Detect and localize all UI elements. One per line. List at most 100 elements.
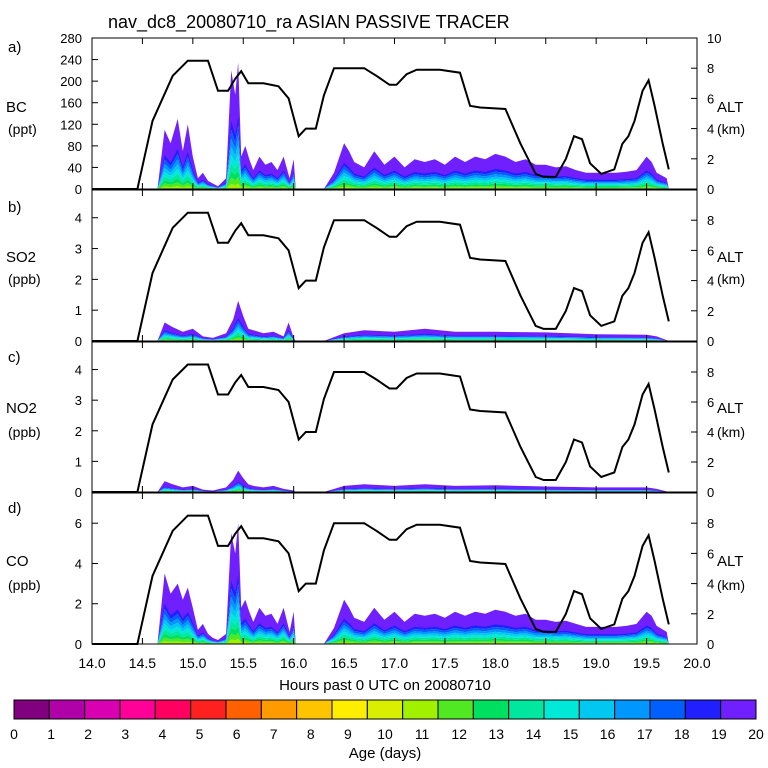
unit-label: (ppb)	[8, 271, 41, 287]
alt-tick-label: 10	[707, 31, 721, 46]
x-tick-label: 20.0	[683, 655, 710, 671]
age-band-17	[157, 135, 669, 189]
colorbar-tick-label: 10	[377, 726, 393, 742]
colorbar-swatch	[578, 699, 616, 720]
y-tick-label: 2	[75, 424, 82, 439]
age-band-15	[157, 609, 669, 644]
age-band-15	[157, 153, 669, 189]
alt-tick-label: 6	[707, 91, 714, 106]
alt-tick-label: 2	[707, 152, 714, 167]
y-tick-label: 2	[75, 272, 82, 287]
alt-tick-label: 2	[707, 304, 714, 319]
alt-tick-label: 6	[707, 243, 714, 258]
colorbar-swatch	[720, 699, 757, 720]
y-tick-label: 1	[75, 303, 82, 318]
x-axis-label: Hours past 0 UTC on 20080710	[279, 677, 491, 694]
alt-tick-label: 4	[707, 274, 714, 289]
unit-label: (ppb)	[8, 424, 41, 440]
colorbar-swatch	[684, 699, 722, 720]
alt-tick-label: 2	[707, 455, 714, 470]
panel-frame	[91, 189, 698, 342]
age-band-18	[157, 126, 669, 189]
alt-tick-label: 4	[707, 577, 714, 592]
alt-tick-label: 2	[707, 607, 714, 622]
age-band-16	[157, 601, 669, 644]
colorbar-swatch	[331, 699, 368, 720]
colorbar-tick-label: 15	[563, 726, 579, 742]
x-tick-label: 15.0	[179, 655, 206, 671]
y-tick-label: 3	[75, 393, 82, 408]
colorbar-tick-label: 13	[489, 726, 505, 742]
age-band-16	[157, 144, 669, 189]
colorbar-swatch	[13, 699, 50, 720]
alt-tick-label: 0	[707, 637, 714, 652]
colorbar-label: Age (days)	[349, 745, 422, 762]
alt-tick-label: 8	[707, 516, 714, 531]
alt-label: ALT	[717, 249, 743, 266]
y-tick-label: 40	[68, 160, 82, 175]
age-band-20	[157, 523, 669, 644]
panel-no2: 0 1 2 3 4 0 2 4 6 8 c) NO2 (ppb) ALT (km)	[6, 341, 745, 500]
colorbar-swatch	[437, 699, 474, 720]
y-tick-label: 4	[75, 556, 82, 571]
colorbar-swatch	[614, 699, 651, 720]
colorbar-tick-label: 7	[270, 726, 278, 742]
alt-unit-label: (km)	[717, 271, 745, 287]
age-band-13	[157, 489, 669, 492]
altitude-line	[92, 514, 670, 645]
y-tick-label: 120	[60, 117, 82, 132]
colorbar-swatch	[260, 699, 298, 720]
y-tick-label: 80	[68, 139, 82, 154]
age-band-14	[157, 332, 669, 341]
colorbar-tick-label: 5	[196, 726, 204, 742]
colorbar-swatch	[48, 699, 86, 720]
alt-tick-label: 0	[707, 485, 714, 500]
x-tick-labels: 14.0 14.5 15.0 15.5 16.0 16.5 17.0 17.5 18.0 18.5…	[78, 655, 710, 671]
species-label: NO2	[6, 400, 37, 417]
altitude-line	[92, 363, 670, 493]
alt-tick-label: 4	[707, 122, 714, 137]
colorbar-tick-label: 0	[10, 726, 18, 742]
alt-tick-label: 0	[707, 334, 714, 349]
y-tick-label: 0	[75, 182, 82, 197]
unit-label: (ppt)	[8, 121, 37, 137]
age-band-20	[157, 470, 669, 492]
colorbar-tick-label: 4	[159, 726, 167, 742]
age-band-17	[157, 592, 669, 644]
colorbar-swatch	[119, 699, 156, 720]
age-band-14	[157, 161, 669, 189]
colorbar-swatch	[84, 699, 121, 720]
alt-label: ALT	[717, 99, 743, 116]
y-tick-label: 4	[75, 211, 82, 226]
species-label: CO	[6, 553, 29, 570]
panel-letter: c)	[8, 349, 21, 366]
age-band-14	[157, 488, 669, 492]
x-tick-label: 18.5	[532, 655, 559, 671]
age-colorbar: 0 1 2 3 4 5 6 7 8 9 10 11 12 13 14 15 16 17 18 19 20	[10, 699, 764, 742]
alt-tick-label: 6	[707, 395, 714, 410]
chart-title: nav_dc8_20080710_ra ASIAN PASSIVE TRACER	[108, 12, 510, 33]
alt-unit-label: (km)	[717, 577, 745, 593]
age-band-13	[157, 334, 669, 341]
age-band-15	[157, 486, 669, 492]
y-tick-label: 2	[75, 597, 82, 612]
age-band-17	[157, 484, 669, 492]
colorbar-swatch	[402, 699, 439, 720]
colorbar-tick-label: 19	[711, 726, 727, 742]
colorbar-tick-label: 9	[344, 726, 352, 742]
colorbar-tick-label: 1	[47, 726, 55, 742]
alt-tick-label: 0	[707, 182, 714, 197]
x-tick-label: 17.0	[381, 655, 408, 671]
panel-letter: a)	[8, 39, 21, 56]
y-tick-label: 1	[75, 454, 82, 469]
alt-tick-label: 8	[707, 365, 714, 380]
y-tick-label: 6	[75, 516, 82, 531]
x-tick-label: 19.5	[633, 655, 660, 671]
colorbar-tick-label: 14	[526, 726, 542, 742]
colorbar-swatch	[225, 699, 262, 720]
age-band-13	[157, 625, 669, 644]
colorbar-tick-label: 8	[307, 726, 315, 742]
colorbar-swatch	[366, 699, 404, 720]
colorbar-tick-label: 18	[674, 726, 690, 742]
